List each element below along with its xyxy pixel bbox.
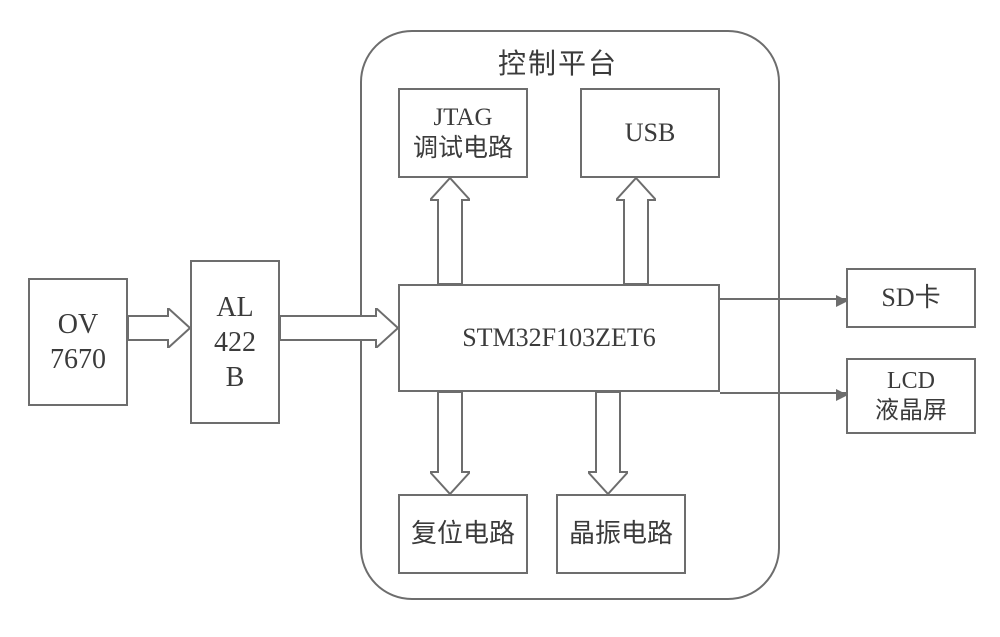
block-lcd-line2: 液晶屏 — [875, 396, 947, 426]
block-ov7670: OV 7670 — [28, 278, 128, 406]
block-lcd: LCD 液晶屏 — [846, 358, 976, 434]
arrow-mcu-usb — [616, 178, 656, 284]
block-xtal: 晶振电路 — [556, 494, 686, 574]
platform-title: 控制平台 — [498, 42, 618, 82]
block-xtal-line1: 晶振电路 — [569, 518, 673, 551]
block-mcu-line1: STM32F103ZET6 — [462, 322, 656, 355]
arrow-mcu-xtal — [588, 392, 628, 494]
block-reset: 复位电路 — [398, 494, 528, 574]
block-jtag-line2: 调试电路 — [413, 133, 513, 164]
block-al422b: AL 422 B — [190, 260, 280, 424]
block-jtag: JTAG 调试电路 — [398, 88, 528, 178]
block-al422b-line1: AL — [216, 290, 253, 325]
arrow-mcu-reset — [430, 392, 470, 494]
block-usb: USB — [580, 88, 720, 178]
block-mcu: STM32F103ZET6 — [398, 284, 720, 392]
block-ov7670-line1: OV — [58, 307, 98, 342]
block-jtag-line1: JTAG — [433, 102, 492, 133]
block-usb-line1: USB — [625, 117, 676, 150]
block-al422b-line2: 422 — [214, 325, 256, 360]
diagram-canvas: 控制平台 OV 7670 AL 422 B JTAG 调试电路 USB STM3… — [0, 0, 1000, 637]
arrow-mcu-sd — [720, 298, 846, 300]
arrow-mcu-jtag — [430, 178, 470, 284]
block-ov7670-line2: 7670 — [50, 342, 106, 377]
arrow-mcu-lcd — [720, 392, 846, 394]
block-lcd-line1: LCD — [887, 366, 935, 396]
block-al422b-line3: B — [226, 360, 245, 395]
arrow-al422b-mcu — [280, 308, 398, 348]
arrow-ov7670-al422b — [128, 308, 190, 348]
block-sd: SD卡 — [846, 268, 976, 328]
block-sd-line1: SD卡 — [881, 282, 940, 315]
block-reset-line1: 复位电路 — [411, 518, 515, 551]
